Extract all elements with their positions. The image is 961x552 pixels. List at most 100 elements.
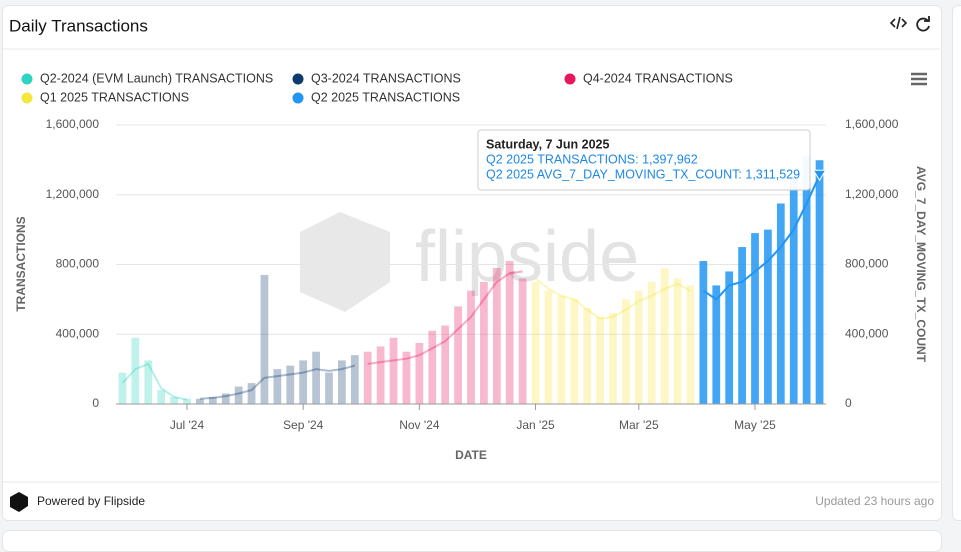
powered-by: Powered by Flipside bbox=[37, 494, 145, 508]
bar bbox=[157, 390, 166, 404]
bar bbox=[467, 290, 475, 404]
y-tick-label: 800,000 bbox=[56, 257, 100, 271]
bar bbox=[699, 261, 708, 404]
legend-label: Q2 2025 TRANSACTIONS bbox=[311, 90, 460, 104]
bar bbox=[802, 156, 811, 404]
legend-swatch bbox=[292, 73, 304, 85]
y-tick-label: 1,600,000 bbox=[46, 117, 100, 131]
bar bbox=[647, 281, 656, 404]
bar bbox=[402, 351, 411, 404]
page: {"header": {"title": "Daily Transactions… bbox=[2, 5, 961, 552]
bar bbox=[492, 267, 501, 404]
legend-swatch bbox=[564, 73, 576, 85]
y-tick-label: 400,000 bbox=[56, 326, 100, 340]
bar bbox=[751, 233, 759, 404]
bar bbox=[286, 365, 295, 404]
bar bbox=[299, 360, 308, 404]
bar bbox=[518, 278, 527, 404]
bar bbox=[131, 337, 140, 404]
bar bbox=[712, 285, 721, 404]
legend-label: Q4-2024 TRANSACTIONS bbox=[583, 71, 733, 85]
bar bbox=[415, 342, 424, 404]
bar bbox=[118, 372, 127, 404]
bar bbox=[609, 313, 617, 404]
bar bbox=[208, 397, 217, 404]
bar bbox=[183, 398, 191, 404]
avg-line bbox=[702, 174, 821, 301]
bar bbox=[376, 346, 385, 404]
bar bbox=[196, 398, 204, 404]
y-tick-label: 0 bbox=[92, 396, 99, 410]
tooltip-line: Q2 2025 TRANSACTIONS: 1,397,962 bbox=[486, 152, 698, 166]
bar bbox=[776, 203, 785, 404]
legend-label: Q2-2024 (EVM Launch) TRANSACTIONS bbox=[40, 71, 273, 85]
watermark-logo bbox=[300, 212, 390, 312]
bar bbox=[221, 393, 230, 404]
x-tick-label: Jan '25 bbox=[516, 418, 555, 432]
bar bbox=[789, 177, 798, 404]
bar bbox=[350, 355, 359, 404]
tooltip-title: Saturday, 7 Jun 2025 bbox=[486, 137, 609, 151]
y-axis-title: TRANSACTIONS bbox=[14, 216, 28, 311]
card bbox=[2, 5, 942, 521]
bar bbox=[622, 299, 630, 404]
bar bbox=[660, 267, 669, 404]
avg-line bbox=[199, 364, 356, 400]
bar bbox=[544, 290, 553, 404]
tooltip-line: Q2 2025 AVG_7_DAY_MOVING_TX_COUNT: 1,311… bbox=[486, 167, 800, 181]
chart: Daily Transactions flipside DATE TRANSAC… bbox=[3, 16, 940, 512]
y2-tick-label: 0 bbox=[845, 396, 852, 410]
bar bbox=[505, 261, 514, 404]
x-tick-label: Nov '24 bbox=[399, 418, 440, 432]
bar bbox=[247, 383, 256, 404]
hover-marker bbox=[812, 169, 827, 182]
x-tick-label: Sep '24 bbox=[283, 418, 324, 432]
bar bbox=[673, 278, 682, 404]
bar bbox=[764, 229, 772, 404]
bar bbox=[260, 274, 269, 404]
legend-label: Q3-2024 TRANSACTIONS bbox=[311, 71, 461, 85]
legend-swatch bbox=[292, 92, 304, 104]
bar bbox=[596, 316, 604, 404]
x-tick-label: May '25 bbox=[734, 418, 776, 432]
bar bbox=[454, 306, 462, 404]
bar bbox=[531, 281, 540, 404]
bar bbox=[338, 360, 346, 404]
bar bbox=[815, 160, 824, 404]
bar bbox=[725, 271, 734, 404]
watermark: flipside bbox=[415, 217, 639, 297]
y2-tick-label: 1,600,000 bbox=[845, 117, 899, 131]
side-card bbox=[952, 5, 961, 521]
bar bbox=[363, 351, 372, 404]
bar bbox=[583, 308, 592, 404]
bar bbox=[634, 290, 643, 404]
avg-line bbox=[367, 270, 523, 365]
bar bbox=[480, 281, 488, 404]
bar bbox=[428, 330, 437, 404]
refresh-icon[interactable] bbox=[916, 16, 930, 32]
embed-icon[interactable] bbox=[889, 16, 908, 30]
y2-tick-label: 800,000 bbox=[845, 257, 889, 271]
bar bbox=[170, 397, 178, 404]
y2-tick-label: 1,200,000 bbox=[845, 187, 899, 201]
tooltip-box bbox=[477, 129, 811, 191]
y2-axis-title: AVG_7_DAY_MOVING_TX_COUNT bbox=[914, 166, 928, 363]
bar bbox=[144, 360, 153, 404]
x-tick-label: Jul '24 bbox=[170, 418, 205, 432]
legend-swatch bbox=[21, 92, 33, 104]
bar bbox=[557, 295, 566, 404]
x-tick-label: Mar '25 bbox=[619, 418, 659, 432]
bar bbox=[234, 386, 243, 404]
bar bbox=[570, 299, 579, 404]
y-tick-label: 1,200,000 bbox=[46, 187, 100, 201]
bar bbox=[686, 285, 695, 404]
bar bbox=[312, 351, 320, 404]
menu-icon[interactable] bbox=[911, 72, 927, 86]
y2-tick-label: 400,000 bbox=[845, 326, 889, 340]
bar bbox=[273, 369, 282, 404]
updated-note: Updated 23 hours ago bbox=[815, 494, 934, 508]
bar bbox=[441, 325, 450, 404]
avg-line bbox=[121, 362, 188, 401]
avg-line bbox=[534, 277, 691, 320]
bar bbox=[738, 247, 746, 404]
